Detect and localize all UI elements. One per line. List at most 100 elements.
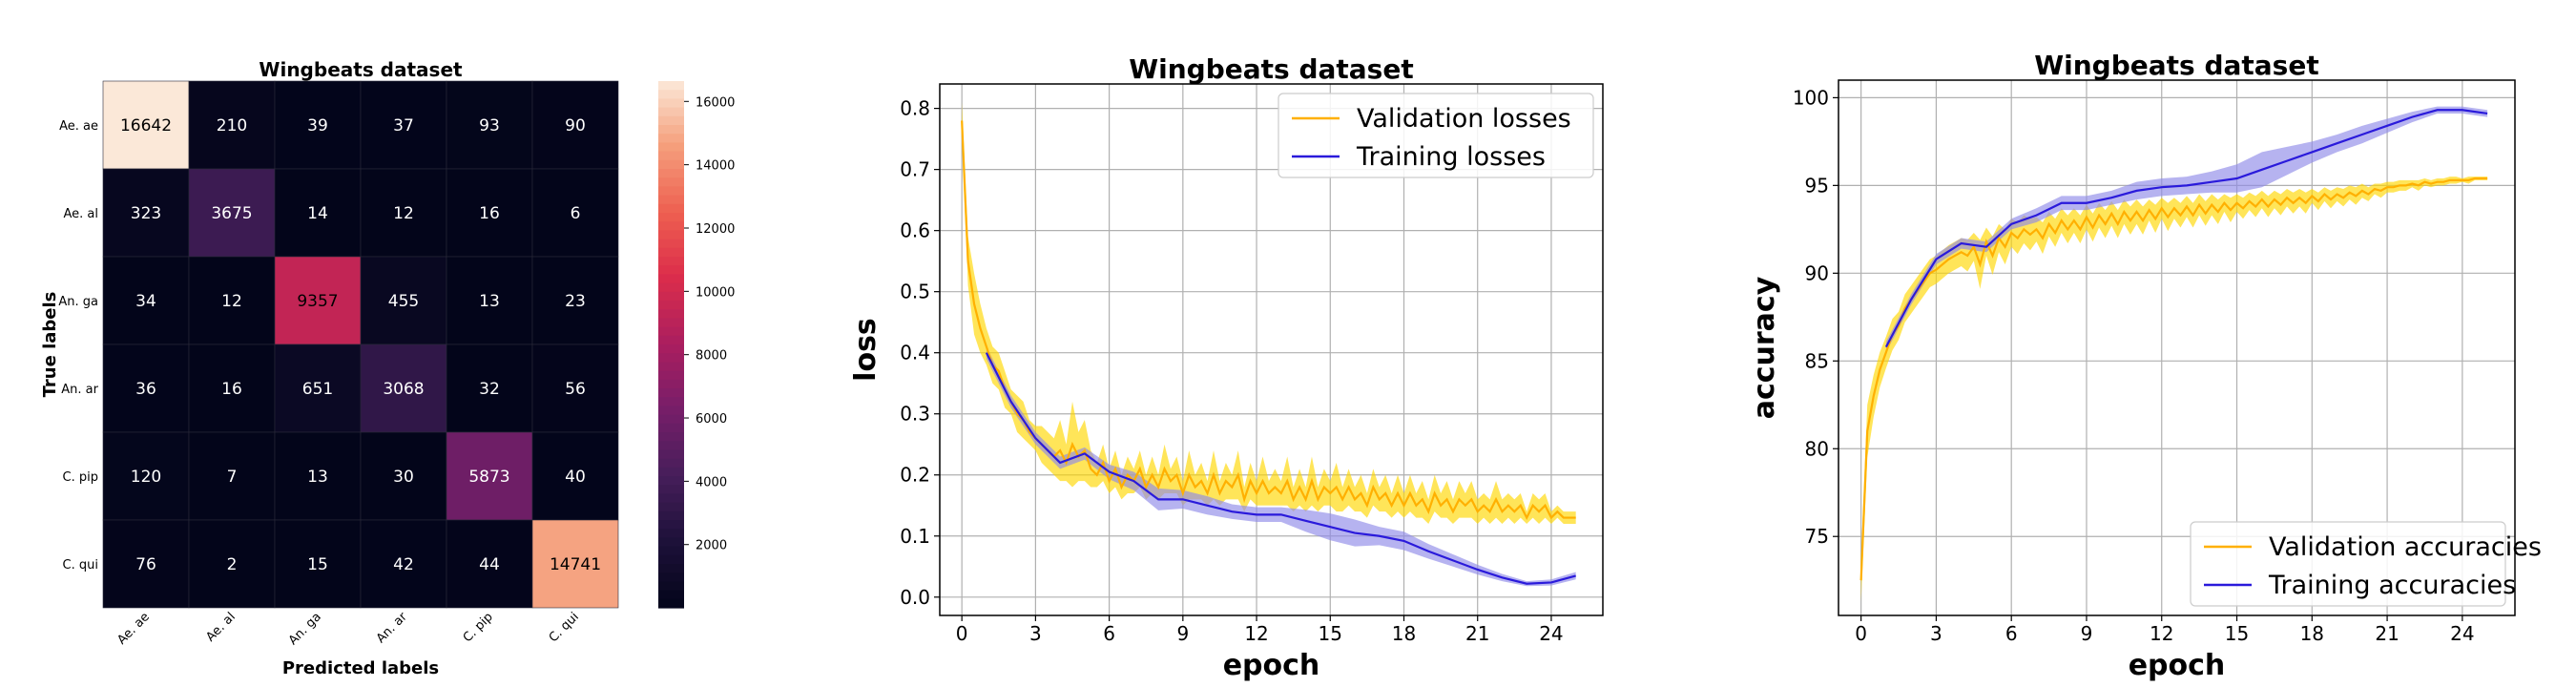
x-tick-label: 12 — [2150, 622, 2173, 645]
colorbar-segment — [658, 414, 684, 425]
colorbar-segment — [658, 362, 684, 372]
heatmap-cell-value: 5873 — [468, 468, 509, 487]
y-tick-label: 75 — [1805, 525, 1829, 548]
y-tick-label: 85 — [1805, 349, 1829, 372]
colorbar-segment — [658, 309, 684, 319]
heatmap-cell-value: 14 — [307, 204, 328, 223]
chart-title: Wingbeats dataset — [2034, 50, 2318, 81]
colorbar-segment — [658, 546, 684, 556]
x-tick-label: 3 — [1930, 622, 1942, 645]
heatmap-row-label: C. qui — [63, 558, 98, 572]
heatmap-cell — [360, 431, 447, 521]
heatmap-col-label: C. pip — [461, 610, 496, 645]
legend-entry: Training accuracies — [2268, 571, 2516, 600]
series-line-validation — [1859, 177, 2488, 581]
heatmap-cell-value: 651 — [302, 380, 333, 399]
colorbar-segment — [658, 257, 684, 266]
heatmap-row-label: An. ga — [58, 295, 98, 309]
colorbar-segment — [658, 282, 684, 293]
heatmap-cell-value: 12 — [221, 292, 242, 311]
plot-frame — [939, 83, 1604, 616]
heatmap-cell-value: 323 — [131, 204, 161, 223]
x-tick-label: 15 — [2225, 622, 2249, 645]
colorbar-tick-label: 14000 — [696, 159, 735, 174]
y-tick-label: 0.5 — [900, 281, 930, 303]
y-tick-label: 0.6 — [900, 219, 930, 242]
x-tick-label: 24 — [1539, 622, 1563, 645]
colorbar-segment — [658, 318, 684, 328]
heatmap-title: Wingbeats dataset — [259, 58, 463, 81]
colorbar-segment — [658, 169, 684, 178]
heatmap-cell-value: 39 — [307, 116, 328, 135]
colorbar-segment — [658, 397, 684, 406]
colorbar-tick-label: 12000 — [696, 222, 735, 237]
colorbar-segment — [658, 134, 684, 143]
heatmap-row-label: Ae. al — [63, 207, 98, 221]
x-axis-label: epoch — [1223, 649, 1320, 682]
legend-entry: Training losses — [1356, 142, 1546, 172]
x-tick-label: 6 — [1103, 622, 1115, 645]
y-tick-label: 0.0 — [900, 586, 930, 609]
y-tick-label: 0.7 — [900, 158, 930, 181]
colorbar-segment — [658, 344, 684, 354]
y-tick-label: 0.8 — [900, 97, 930, 120]
heatmap-cell-value: 9357 — [297, 292, 338, 311]
heatmap-cell — [446, 256, 533, 345]
colorbar-segment — [658, 554, 684, 565]
heatmap-cell — [102, 519, 190, 609]
colorbar-segment — [658, 265, 684, 275]
heatmap-cell — [360, 519, 447, 609]
series-line-training — [1884, 109, 2488, 348]
colorbar-segment — [658, 449, 684, 460]
colorbar-segment — [658, 379, 684, 389]
y-axis-label: accuracy — [1748, 276, 1781, 419]
heatmap-cell-value: 37 — [393, 116, 414, 135]
colorbar-segment — [658, 388, 684, 398]
legend-box — [1278, 93, 1594, 178]
heatmap-cell-value: 42 — [393, 555, 414, 574]
heatmap-col-label: An. ga — [286, 610, 324, 648]
heatmap-cell-value: 2 — [227, 555, 238, 574]
colorbar-tick-label: 10000 — [696, 285, 735, 300]
series-line-validation — [961, 120, 1576, 521]
x-tick-label: 0 — [1855, 622, 1867, 645]
colorbar-segment — [658, 81, 684, 91]
colorbar-segment — [658, 493, 684, 504]
x-tick-label: 12 — [1244, 622, 1268, 645]
colorbar-segment — [658, 177, 684, 187]
heatmap-cell-value: 15 — [307, 555, 328, 574]
heatmap-cell-value: 16 — [479, 204, 500, 223]
colorbar-tick-label: 2000 — [696, 539, 727, 553]
colorbar-segment — [658, 291, 684, 302]
y-tick-label: 100 — [1793, 86, 1829, 109]
heatmap-cell-value: 23 — [565, 292, 586, 311]
heatmap-cell — [531, 256, 619, 345]
colorbar-segment — [658, 247, 684, 258]
colorbar-segment — [658, 485, 684, 494]
colorbar-segment — [658, 221, 684, 231]
series-band-training — [1885, 106, 2488, 353]
colorbar-segment — [658, 590, 684, 600]
heatmap-cell-value: 7 — [227, 468, 238, 487]
colorbar-segment — [658, 432, 684, 442]
heatmap-row-label: C. pip — [63, 470, 98, 485]
heatmap-cell-value: 455 — [388, 292, 419, 311]
heatmap-cell — [531, 344, 619, 433]
heatmap-col-label: Ae. al — [203, 610, 238, 644]
x-tick-label: 21 — [1465, 622, 1489, 645]
y-tick-label: 95 — [1805, 174, 1829, 197]
heatmap-cell — [360, 168, 447, 258]
colorbar-segment — [658, 230, 684, 240]
legend-entry: Validation accuracies — [2269, 532, 2542, 562]
heatmap-cell — [446, 80, 533, 170]
heatmap-cell — [446, 344, 533, 433]
heatmap-cell — [102, 168, 190, 258]
colorbar-tick-label: 6000 — [696, 412, 727, 427]
heatmap-cell-value: 3068 — [383, 380, 424, 399]
x-tick-label: 9 — [2081, 622, 2093, 645]
heatmap-cell-value: 120 — [131, 468, 161, 487]
heatmap-cell — [188, 256, 276, 345]
heatmap-cell — [274, 256, 362, 345]
x-tick-label: 0 — [956, 622, 968, 645]
heatmap-cell-value: 56 — [565, 380, 586, 399]
